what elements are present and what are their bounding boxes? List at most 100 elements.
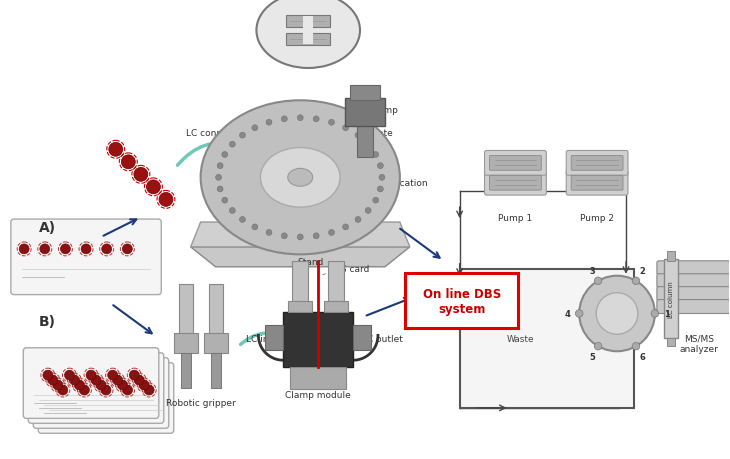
Circle shape <box>222 198 228 204</box>
Circle shape <box>80 385 89 395</box>
Circle shape <box>43 370 53 380</box>
Bar <box>288 301 312 313</box>
Circle shape <box>217 186 223 192</box>
Circle shape <box>159 193 173 207</box>
Text: LC inlet: LC inlet <box>246 334 280 343</box>
Bar <box>303 17 313 45</box>
Circle shape <box>377 163 383 169</box>
Circle shape <box>266 230 272 236</box>
Circle shape <box>40 244 50 254</box>
Bar <box>266 326 283 351</box>
Circle shape <box>632 277 639 285</box>
FancyBboxPatch shape <box>657 287 730 301</box>
Text: Stand: Stand <box>297 257 323 266</box>
Bar <box>292 261 308 301</box>
FancyBboxPatch shape <box>571 156 623 171</box>
Text: Clamp module: Clamp module <box>285 390 351 399</box>
Bar <box>666 252 675 261</box>
FancyBboxPatch shape <box>34 358 169 428</box>
Circle shape <box>252 125 258 131</box>
FancyBboxPatch shape <box>657 261 730 275</box>
Ellipse shape <box>261 148 340 207</box>
Circle shape <box>121 156 135 169</box>
FancyBboxPatch shape <box>405 273 518 329</box>
Circle shape <box>81 244 91 254</box>
Circle shape <box>101 244 112 254</box>
Bar <box>291 367 346 389</box>
Text: Plate: Plate <box>370 129 393 138</box>
Circle shape <box>86 370 96 380</box>
FancyBboxPatch shape <box>490 176 542 191</box>
Circle shape <box>313 233 319 239</box>
Circle shape <box>19 244 29 254</box>
FancyBboxPatch shape <box>485 151 546 176</box>
Text: 6: 6 <box>639 352 645 361</box>
Circle shape <box>266 120 272 126</box>
Bar <box>210 353 220 388</box>
Circle shape <box>229 208 235 214</box>
Circle shape <box>118 380 128 390</box>
Circle shape <box>355 133 361 139</box>
Circle shape <box>575 310 583 318</box>
FancyBboxPatch shape <box>571 176 623 191</box>
FancyBboxPatch shape <box>485 171 546 196</box>
Ellipse shape <box>256 0 360 69</box>
Circle shape <box>69 375 80 385</box>
Bar <box>328 261 344 301</box>
Circle shape <box>281 117 288 123</box>
Text: 2: 2 <box>639 266 645 275</box>
Circle shape <box>91 375 101 385</box>
Circle shape <box>632 343 639 350</box>
Ellipse shape <box>201 101 400 255</box>
Text: Pump 1: Pump 1 <box>499 213 532 223</box>
Bar <box>174 334 198 353</box>
FancyBboxPatch shape <box>38 363 174 433</box>
Bar <box>181 353 191 388</box>
Circle shape <box>328 120 334 126</box>
Circle shape <box>373 152 379 158</box>
Text: Clamp: Clamp <box>370 106 399 115</box>
Circle shape <box>112 375 123 385</box>
Bar <box>204 334 228 353</box>
Circle shape <box>239 217 245 223</box>
Circle shape <box>373 198 379 204</box>
Circle shape <box>313 117 319 123</box>
FancyBboxPatch shape <box>28 353 164 423</box>
Circle shape <box>109 143 123 157</box>
Circle shape <box>297 116 303 121</box>
Bar <box>664 259 678 339</box>
Circle shape <box>594 277 602 285</box>
Text: 5: 5 <box>589 352 595 361</box>
Text: DBS location: DBS location <box>370 179 428 187</box>
Circle shape <box>365 142 371 148</box>
Text: DBS card: DBS card <box>328 265 369 274</box>
Text: 4: 4 <box>564 309 570 318</box>
Circle shape <box>107 370 118 380</box>
Bar <box>324 301 348 313</box>
Text: Waste: Waste <box>507 334 534 343</box>
Bar <box>209 284 223 334</box>
Circle shape <box>145 385 154 395</box>
Circle shape <box>101 385 111 395</box>
Circle shape <box>61 244 70 254</box>
Bar <box>179 284 193 334</box>
Circle shape <box>297 235 303 241</box>
Text: A): A) <box>39 220 56 235</box>
Circle shape <box>96 380 106 390</box>
Circle shape <box>53 380 63 390</box>
FancyBboxPatch shape <box>657 274 730 288</box>
Bar <box>357 123 373 158</box>
Circle shape <box>134 168 148 182</box>
Text: Pump 2: Pump 2 <box>580 213 614 223</box>
Circle shape <box>222 152 228 158</box>
Circle shape <box>215 175 221 181</box>
Circle shape <box>48 375 58 385</box>
Polygon shape <box>191 247 410 267</box>
Circle shape <box>129 370 139 380</box>
Circle shape <box>139 380 149 390</box>
Circle shape <box>64 370 74 380</box>
Circle shape <box>123 244 132 254</box>
Circle shape <box>379 175 385 181</box>
Circle shape <box>229 142 235 148</box>
Text: Robotic gripper: Robotic gripper <box>166 398 236 407</box>
